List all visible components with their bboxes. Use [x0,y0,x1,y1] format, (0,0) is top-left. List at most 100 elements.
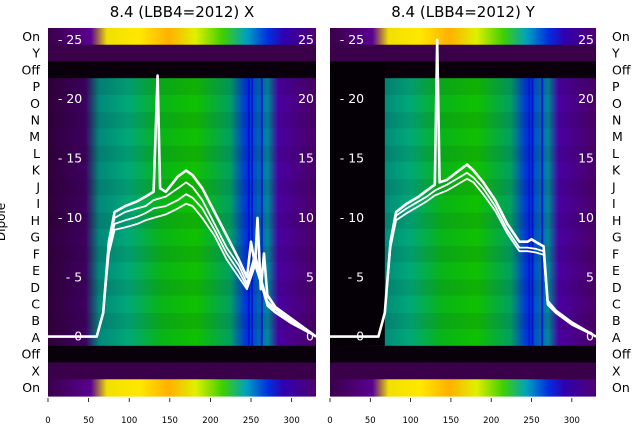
x-tick-label: 150 [443,416,459,426]
row-label: M [612,129,623,144]
row-label: F [612,246,619,261]
overlay-tick-label: - 10 [340,210,364,225]
heatmap-row [48,379,316,397]
heatmap-row [48,278,316,297]
heatmap-row [48,312,316,330]
row-label: J [35,179,40,194]
overlay-series-line [48,181,317,338]
x-tick-label: 0 [327,416,332,426]
x-tick-label: 100 [121,416,137,426]
x-tick-label: 250 [243,416,259,426]
overlay-tick-label-right: 10 [298,210,314,225]
row-label: D [30,280,40,295]
x-tick-label: 50 [83,416,94,426]
row-label: O [612,96,622,111]
row-label: Y [611,46,620,61]
x-tick-label: 250 [523,416,539,426]
heatmap-row [48,94,316,113]
heatmap-row [48,111,316,129]
heatmap-streak [247,78,250,346]
heatmap-row [330,61,596,79]
overlay-tick-label: - 25 [340,32,364,47]
x-tick-label: 50 [365,416,376,426]
heatmap-row [48,362,316,380]
row-label: Off [22,347,41,362]
row-label: Off [612,62,631,77]
overlay-tick-label-right: 0 [586,329,594,344]
heatmap-row [48,345,316,364]
row-label: X [612,363,621,378]
row-label: A [31,330,40,345]
row-label: I [612,196,616,211]
row-label: On [612,29,630,44]
overlay-tick-label: - 25 [58,32,82,47]
overlay-tick-label-right: 5 [586,269,594,284]
x-tick-label: 300 [564,416,580,426]
row-label: A [612,330,621,345]
row-label: G [612,230,622,245]
row-label: E [32,263,40,278]
overlay-tick-label: - 20 [58,91,82,106]
overlay-tick-label-right: 20 [298,91,314,106]
row-label: Off [22,62,41,77]
row-label: On [612,380,630,395]
row-label: E [612,263,620,278]
overlay-series-line [330,177,597,338]
overlay-tick-label: - 5 [348,269,364,284]
overlay-tick-label: - 15 [58,151,82,166]
row-label: P [612,79,620,94]
overlay-tick-label-right: 20 [578,91,594,106]
row-label: F [33,246,40,261]
row-label: B [31,313,40,328]
heatmap-row [48,245,316,263]
row-label: L [612,146,619,161]
x-tick-label: 300 [284,416,300,426]
heatmap-row [330,28,596,46]
heatmap-streak [260,78,263,346]
heatmap-row [48,61,316,79]
row-label: O [30,96,40,111]
heatmap-row [48,228,316,247]
x-tick-label: 0 [45,416,50,426]
x-tick-label: 100 [402,416,418,426]
overlay-tick-label-right: 10 [578,210,594,225]
heatmap-row [48,161,316,180]
row-label: Off [612,347,631,362]
row-label: K [32,163,41,178]
x-tick-label: 150 [162,416,178,426]
overlay-tick-label-right: 0 [306,329,314,344]
heatmap-row [48,28,316,46]
heatmap-row [330,345,596,364]
overlay-tick-label-right: 15 [578,151,594,166]
row-label: I [36,196,40,211]
overlay-tick-label-right: 25 [578,32,594,47]
heatmap-streak [528,78,531,346]
heatmap-panel-x: - 0 0- 5 5- 10 10- 15 15- 20 20- 25 258.4 (LBB… [22,3,317,426]
row-label: K [612,163,621,178]
row-label: N [31,113,40,128]
overlay-tick-label-right: 15 [298,151,314,166]
overlay-tick-label-right: 5 [306,269,314,284]
row-label: G [30,230,40,245]
chart-title: 8.4 (LBB4=2012) Y [391,3,535,21]
row-label: J [611,179,616,194]
overlay-series-line [48,74,317,338]
chart-title: 8.4 (LBB4=2012) X [110,3,255,21]
heatmap-panel-y: - 0 0- 5 5- 10 10- 15 15- 20 20- 25 258.4 (LBB… [327,3,631,426]
heatmap-row [48,262,316,280]
heatmap-row [48,178,316,196]
row-label: P [32,79,40,94]
row-label: C [612,297,621,312]
heatmap-streak [541,78,544,346]
heatmap-row [48,128,316,146]
row-label: On [22,380,40,395]
heatmap-row [48,44,316,63]
row-label: C [31,297,40,312]
overlay-series-line [330,38,597,338]
x-tick-label: 200 [483,416,499,426]
heatmap-row [330,362,596,380]
row-label: M [29,129,40,144]
row-label: On [22,29,40,44]
overlay-tick-label: - 5 [66,269,82,284]
